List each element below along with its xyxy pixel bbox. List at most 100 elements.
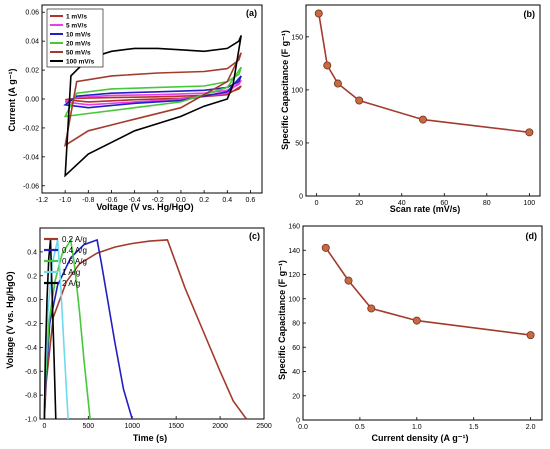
panel-a-series-line	[63, 75, 242, 109]
panel-b-ytick-label: 150	[291, 34, 303, 41]
panel-d-xlabel: Current density (A g⁻¹)	[372, 433, 469, 443]
panel-d-ytick-label: 80	[292, 321, 300, 328]
panel-a-ytick-label: 0.06	[25, 10, 39, 17]
panel-b-xlabel: Scan rate (mV/s)	[390, 204, 461, 214]
panel-a-ytick-label: -0.02	[23, 125, 39, 132]
panel-a-series-line	[64, 35, 242, 178]
panel-d-chart: Specific Capacitance (F g⁻¹) Current den…	[277, 224, 543, 443]
panel-c-xlabel: Time (s)	[133, 433, 167, 443]
panel-d-xtick-label: 0.0	[298, 424, 308, 431]
panel-b-xtick-label: 0	[315, 200, 319, 207]
panel-a-xlabel: Voltage (V vs. Hg/HgO)	[96, 202, 193, 212]
panel-d-ytick-label: 140	[288, 248, 300, 255]
panel-a-xtick-label: 0.6	[246, 197, 256, 204]
panel-d-label: (d)	[526, 231, 538, 241]
panel-a-legend-label: 50 mV/s	[66, 49, 91, 56]
panel-c-ytick-label: 0.4	[27, 249, 37, 256]
panel-c-ytick-label: -0.6	[25, 369, 37, 376]
panel-d-ytick-label: 20	[292, 393, 300, 400]
panel-b-ytick-label: 100	[291, 87, 303, 94]
panel-c-ytick-label: 0.0	[27, 297, 37, 304]
panel-a-xtick-label: -1.0	[59, 197, 71, 204]
panel-c-xtick-label: 2500	[256, 423, 272, 430]
panel-c-ytick-label: -0.2	[25, 321, 37, 328]
panel-a-xtick-label: -0.6	[105, 197, 117, 204]
panel-b-frame	[305, 4, 541, 197]
panel-a-xtick-label: 0.4	[222, 197, 232, 204]
panel-c-series-line	[43, 239, 248, 420]
panel-b-point	[355, 96, 364, 105]
panel-a-legend-label: 5 mV/s	[66, 22, 87, 29]
panel-d-ytick-label: 40	[292, 369, 300, 376]
panel-c-legend-label: 0.6 A/g	[62, 257, 87, 266]
panel-a-chart: Current (A g⁻¹) Voltage (V vs. Hg/HgO) (…	[7, 4, 263, 212]
panel-d-ytick-label: 120	[288, 272, 300, 279]
panel-b-point	[418, 115, 427, 124]
panel-d-xtick-label: 1.0	[412, 424, 422, 431]
panel-d-frame	[302, 225, 543, 421]
panel-c-ytick-label: -0.8	[25, 393, 37, 400]
panel-a-xtick-label: -0.8	[82, 197, 94, 204]
panel-b-xtick-label: 40	[398, 200, 406, 207]
panel-d-point	[344, 276, 353, 285]
panel-d-point	[367, 304, 376, 313]
panel-a-ytick-label: 0.04	[25, 39, 39, 46]
panel-d-series-line	[325, 247, 531, 336]
panel-b-ylabel: Specific Capacitance (F g⁻¹)	[280, 30, 290, 150]
panel-c-chart: Voltage (V vs. Hg/HgO) Time (s) (c) 0 500…	[5, 227, 272, 443]
panel-d-xtick-label: 1.5	[469, 424, 479, 431]
panel-a-legend-box	[46, 8, 104, 68]
panel-b-xtick-label: 60	[440, 200, 448, 207]
panel-c-ylabel: Voltage (V vs. Hg/HgO)	[5, 271, 15, 368]
panel-b-xtick-label: 20	[355, 200, 363, 207]
panel-c-ytick-label: -1.0	[25, 417, 37, 424]
panel-d-ylabel: Specific Capacitance (F g⁻¹)	[277, 260, 287, 380]
panel-a-series-line	[63, 66, 242, 118]
panel-d-point	[526, 331, 535, 340]
panel-d-xtick-label: 0.5	[355, 424, 365, 431]
panel-d-point	[321, 243, 330, 252]
panel-a-ytick-label: 0.00	[25, 97, 39, 104]
panel-c-xtick-label: 500	[82, 423, 94, 430]
panel-a-ylabel: Current (A g⁻¹)	[7, 69, 17, 132]
panel-a-ytick-label: -0.06	[23, 183, 39, 190]
panel-b-chart: Specific Capacitance (F g⁻¹) Scan rate (…	[280, 4, 541, 214]
panel-b-point	[314, 9, 323, 18]
panel-a-xtick-label: 0.0	[176, 197, 186, 204]
panel-b-point	[323, 61, 332, 70]
panel-a-series-line	[64, 52, 242, 147]
panel-c-ytick-label: -0.4	[25, 345, 37, 352]
panel-a-label: (a)	[246, 8, 257, 18]
panel-a-ytick-label: 0.02	[25, 68, 39, 75]
panel-d-point	[412, 316, 421, 325]
panel-c-xtick-label: 2000	[212, 423, 228, 430]
panel-b-xtick-label: 100	[524, 200, 536, 207]
panel-a-series-line	[65, 85, 242, 103]
panel-c-label: (c)	[249, 231, 260, 241]
panel-c-series-line	[43, 237, 91, 420]
panel-a-xtick-label: -0.4	[129, 197, 141, 204]
panel-c-legend-label: 1 A/g	[62, 268, 80, 277]
panel-a-legend-label: 100 mV/s	[66, 58, 95, 65]
panel-a-legend-label: 1 mV/s	[66, 13, 87, 20]
panel-c-legend-label: 0.4 A/g	[62, 246, 87, 255]
panel-c-legend-label: 2 A/g	[62, 279, 80, 288]
panel-a-xtick-label: -1.2	[36, 197, 48, 204]
panel-a-ytick-label: -0.04	[23, 154, 39, 161]
panel-d-ytick-label: 60	[292, 345, 300, 352]
panel-b-ytick-label: 0	[299, 194, 303, 201]
panel-d-xtick-label: 2.0	[526, 424, 536, 431]
panel-b-ytick-label: 50	[295, 140, 303, 147]
panel-d-ytick-label: 160	[288, 224, 300, 231]
panel-b-point	[525, 128, 534, 137]
panel-a-legend-label: 10 mV/s	[66, 31, 91, 38]
panel-a-xtick-label: 0.2	[199, 197, 209, 204]
panel-c-series-line	[43, 239, 57, 420]
panel-d-ytick-label: 100	[288, 296, 300, 303]
panel-a-xtick-label: -0.2	[152, 197, 164, 204]
panel-b-series-line	[318, 13, 530, 134]
panel-b-xtick-label: 80	[483, 200, 491, 207]
panel-d-ytick-label: 0	[296, 418, 300, 425]
panel-c-series-line	[43, 238, 133, 420]
